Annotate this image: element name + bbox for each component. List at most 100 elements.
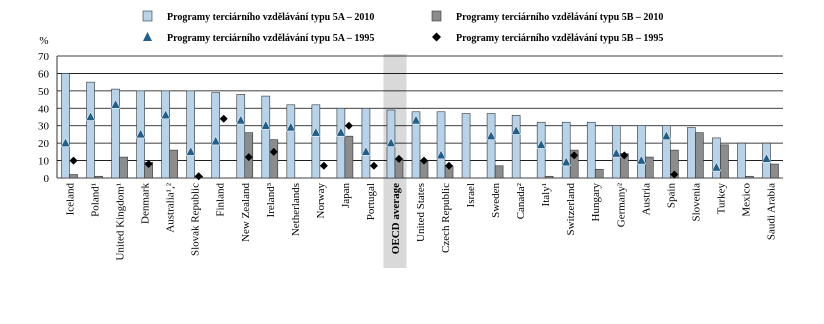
bar [436, 111, 446, 179]
marker-diamond [670, 170, 679, 179]
x-tick-label: Spain [665, 183, 677, 209]
bar [169, 149, 178, 179]
x-tick-label: New Zealand [240, 183, 252, 242]
marker-triangle [486, 130, 497, 140]
bar [586, 121, 596, 179]
marker-diamond [194, 172, 203, 181]
bar [511, 114, 521, 179]
legend-swatch [143, 32, 152, 41]
bar [494, 165, 504, 179]
x-tick-label: Austria [640, 183, 652, 216]
marker-triangle [611, 148, 622, 158]
marker-triangle [561, 156, 572, 167]
x-tick-label: United Kingdom¹ [115, 183, 127, 261]
x-tick-label: Japan [340, 183, 352, 209]
y-tick-label: 30 [38, 121, 50, 133]
marker-triangle [436, 149, 446, 160]
bar [536, 121, 546, 179]
bar [161, 90, 170, 179]
bar [311, 104, 321, 179]
bar [411, 111, 421, 179]
x-tick-label: Sweden [490, 183, 502, 218]
legend-swatch [431, 10, 442, 22]
marker-triangle [135, 128, 146, 139]
marker-triangle [60, 137, 71, 147]
marker-diamond [244, 153, 253, 162]
legend-swatch [142, 10, 153, 22]
x-tick-label: Turkey [715, 183, 727, 215]
marker-triangle [386, 137, 396, 147]
y-tick-label: 0 [44, 173, 50, 185]
marker-diamond [144, 160, 153, 169]
x-tick-label: Australia¹,² [165, 182, 177, 232]
bar [569, 149, 579, 179]
bar [712, 137, 721, 179]
x-tick-label: Germany² [615, 182, 627, 227]
bar [211, 92, 221, 179]
bar [645, 156, 654, 179]
bar [69, 174, 78, 179]
bar [286, 104, 296, 179]
x-tick-label: Finland [215, 183, 227, 217]
y-tick-label: 10 [38, 156, 50, 168]
bar [544, 175, 554, 179]
marker-triangle [310, 127, 321, 137]
bar [687, 127, 696, 179]
bar [236, 94, 246, 179]
marker-triangle [235, 114, 246, 125]
marker-triangle [661, 130, 672, 140]
bar [336, 107, 346, 179]
bar [361, 107, 371, 179]
y-tick-label: 20 [38, 138, 50, 150]
x-tick-label: Portugal [365, 183, 377, 220]
marker-triangle [335, 127, 346, 137]
marker-triangle [761, 153, 772, 163]
marker-triangle [110, 99, 121, 109]
marker-diamond [570, 151, 579, 160]
marker-diamond [344, 121, 353, 130]
marker-triangle [85, 111, 96, 121]
bar [637, 125, 646, 179]
legend-label: Programy terciárního vzdělávání typu 5B … [456, 12, 663, 23]
marker-diamond [369, 161, 378, 170]
x-tick-label: Norway [315, 183, 327, 219]
marker-triangle [210, 135, 221, 146]
marker-triangle [411, 114, 421, 125]
marker-triangle [361, 146, 371, 156]
marker-diamond [219, 114, 228, 123]
marker-diamond [319, 161, 328, 170]
marker-diamond [445, 161, 454, 170]
marker-triangle [636, 155, 647, 165]
x-tick-label: Czech Republic [440, 183, 452, 253]
x-tick-label: Hungary [590, 183, 602, 222]
bar [119, 156, 128, 179]
bar [261, 95, 271, 179]
x-tick-label: Mexico [740, 183, 752, 217]
bar [111, 88, 120, 179]
bar [344, 135, 354, 179]
y-tick-label: 50 [38, 86, 50, 98]
x-tick-label: Slovenia [690, 183, 702, 222]
bar [186, 90, 195, 179]
x-tick-label: Israel [465, 183, 477, 207]
bar [770, 163, 779, 179]
x-tick-label: Saudi Arabia [765, 183, 777, 240]
marker-diamond [269, 147, 278, 156]
x-tick-label: Poland¹ [90, 183, 102, 217]
y-tick-label: 40 [38, 103, 50, 115]
y-tick-label: 60 [38, 68, 50, 80]
marker-diamond [394, 154, 403, 163]
y-axis-label: % [39, 35, 48, 47]
marker-triangle [285, 121, 296, 132]
bar [61, 73, 70, 179]
x-tick-label: United States [415, 183, 427, 242]
bar [561, 121, 571, 179]
x-tick-label: Iceland [65, 183, 77, 216]
x-tick-label: Netherlands [290, 183, 302, 236]
x-tick-label: Canada² [515, 182, 527, 219]
marker-diamond [620, 151, 629, 160]
bar [737, 142, 746, 179]
marker-diamond [69, 156, 78, 165]
marker-triangle [260, 120, 271, 130]
